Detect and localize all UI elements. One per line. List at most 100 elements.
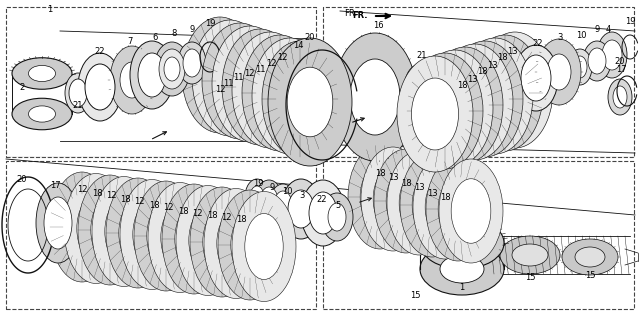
- Text: 12: 12: [244, 70, 254, 78]
- Text: 12: 12: [192, 209, 202, 217]
- Ellipse shape: [162, 184, 226, 294]
- Ellipse shape: [183, 49, 201, 77]
- Ellipse shape: [301, 180, 345, 246]
- Ellipse shape: [262, 41, 338, 157]
- Ellipse shape: [397, 56, 473, 172]
- Text: 18: 18: [236, 215, 246, 225]
- Text: 13: 13: [507, 47, 517, 55]
- Ellipse shape: [148, 182, 212, 293]
- Ellipse shape: [29, 106, 56, 122]
- Text: 12: 12: [106, 192, 116, 201]
- Text: 1: 1: [47, 5, 52, 14]
- Text: 8: 8: [172, 28, 177, 37]
- Text: 15: 15: [585, 271, 595, 279]
- Text: 3: 3: [300, 192, 305, 201]
- Ellipse shape: [207, 42, 253, 114]
- Ellipse shape: [44, 197, 72, 249]
- Ellipse shape: [597, 32, 627, 78]
- Text: 12: 12: [215, 84, 225, 94]
- Text: 18: 18: [207, 211, 218, 220]
- Ellipse shape: [420, 217, 504, 269]
- Ellipse shape: [514, 45, 558, 111]
- Ellipse shape: [399, 171, 439, 235]
- Ellipse shape: [422, 75, 468, 147]
- Text: FR.: FR.: [344, 9, 358, 19]
- Ellipse shape: [266, 60, 314, 132]
- Ellipse shape: [65, 73, 91, 113]
- Ellipse shape: [440, 229, 484, 257]
- Ellipse shape: [306, 67, 342, 123]
- Text: 18: 18: [497, 54, 508, 62]
- Ellipse shape: [250, 186, 264, 208]
- Text: 11: 11: [223, 78, 233, 88]
- Ellipse shape: [568, 49, 592, 85]
- Ellipse shape: [386, 169, 426, 233]
- Ellipse shape: [119, 200, 157, 266]
- Ellipse shape: [218, 190, 282, 300]
- Ellipse shape: [154, 42, 190, 96]
- Text: 6: 6: [152, 32, 157, 42]
- Ellipse shape: [373, 167, 413, 231]
- Ellipse shape: [245, 214, 283, 279]
- Text: 13: 13: [413, 184, 424, 192]
- Text: 21: 21: [73, 100, 83, 110]
- Ellipse shape: [457, 38, 533, 154]
- Text: 18: 18: [148, 201, 159, 209]
- Ellipse shape: [78, 175, 142, 285]
- Text: 20: 20: [615, 58, 625, 66]
- Ellipse shape: [281, 179, 321, 239]
- Ellipse shape: [608, 79, 632, 115]
- Ellipse shape: [138, 53, 166, 97]
- Ellipse shape: [467, 35, 543, 151]
- Text: 13: 13: [427, 188, 437, 198]
- Ellipse shape: [412, 78, 458, 150]
- Ellipse shape: [439, 159, 503, 263]
- Ellipse shape: [202, 23, 278, 139]
- Ellipse shape: [232, 192, 296, 301]
- Ellipse shape: [602, 40, 622, 70]
- Ellipse shape: [133, 202, 172, 267]
- Ellipse shape: [412, 173, 452, 237]
- Ellipse shape: [217, 210, 255, 277]
- Ellipse shape: [461, 63, 509, 135]
- Text: 18: 18: [401, 179, 412, 187]
- Ellipse shape: [12, 98, 72, 130]
- Ellipse shape: [231, 212, 269, 278]
- Ellipse shape: [257, 57, 303, 129]
- Ellipse shape: [472, 60, 518, 132]
- Ellipse shape: [407, 53, 483, 169]
- Text: 10: 10: [282, 186, 292, 196]
- Ellipse shape: [413, 155, 477, 259]
- Ellipse shape: [360, 165, 400, 229]
- Text: 4: 4: [605, 26, 611, 35]
- Ellipse shape: [182, 17, 258, 133]
- Ellipse shape: [442, 69, 488, 141]
- Ellipse shape: [268, 38, 352, 166]
- Bar: [6, 7, 316, 157]
- Bar: [323, 7, 634, 157]
- Ellipse shape: [537, 39, 581, 105]
- Ellipse shape: [120, 180, 184, 289]
- Ellipse shape: [417, 50, 493, 166]
- Text: 22: 22: [532, 38, 543, 48]
- Text: 11: 11: [233, 73, 243, 83]
- Ellipse shape: [252, 38, 328, 154]
- Text: 21: 21: [417, 50, 428, 60]
- Ellipse shape: [255, 180, 283, 222]
- Ellipse shape: [361, 147, 425, 251]
- Ellipse shape: [92, 176, 156, 287]
- Ellipse shape: [36, 183, 80, 263]
- Ellipse shape: [134, 181, 198, 291]
- Ellipse shape: [64, 174, 128, 284]
- Ellipse shape: [242, 35, 318, 151]
- Ellipse shape: [274, 191, 292, 219]
- Ellipse shape: [246, 54, 294, 126]
- Ellipse shape: [236, 51, 284, 123]
- Ellipse shape: [276, 63, 324, 135]
- Text: 9: 9: [269, 182, 275, 192]
- Ellipse shape: [521, 55, 551, 101]
- Ellipse shape: [447, 41, 523, 157]
- Ellipse shape: [492, 54, 538, 126]
- Text: 12: 12: [266, 59, 276, 67]
- Text: 12: 12: [276, 53, 287, 61]
